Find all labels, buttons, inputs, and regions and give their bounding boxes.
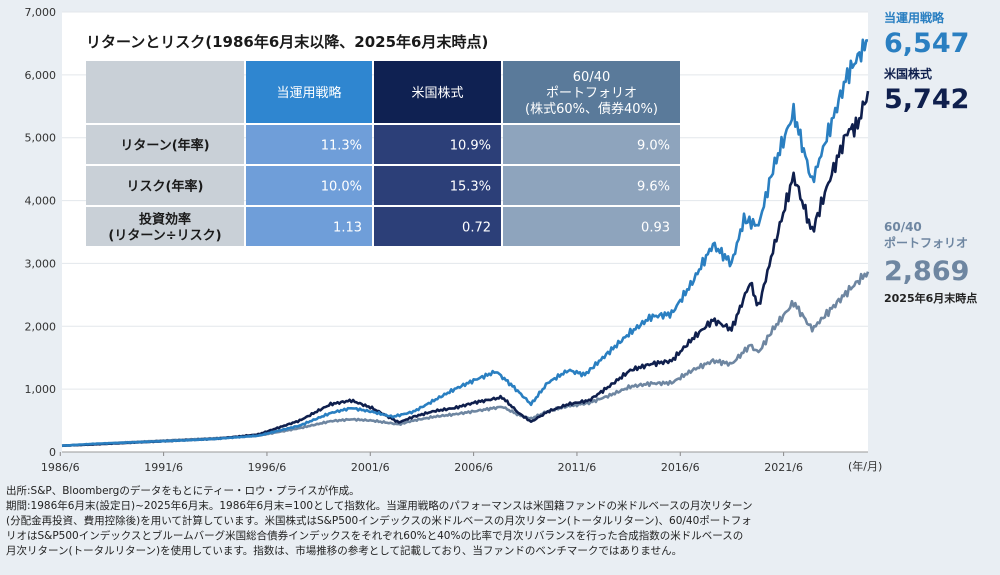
table-value: 9.6%: [637, 180, 670, 195]
footnote-line: (分配金再投資、費用控除後)を用いて計算しています。米国株式はS&P500インデ…: [6, 515, 752, 527]
table-header-cell: [374, 61, 501, 123]
callout-portfolio-note: 2025年6月末時点: [884, 291, 977, 305]
inset-title: リターンとリスク(1986年6月末以降、2025年6月末時点): [86, 33, 488, 51]
footnotes: 出所:S&P、Bloombergのデータをもとにティー・ロウ・プライスが作成。 …: [6, 484, 996, 559]
table-value-cell: [246, 125, 372, 164]
y-tick-label: 5,000: [25, 132, 57, 145]
x-tick-label: 1991/6: [144, 461, 183, 474]
table-value: 1.13: [333, 221, 362, 236]
x-axis-ticks: 1986/6 1991/6 1996/6 2001/6 2006/6 2011/6 2016…: [41, 451, 868, 474]
table-value-cell: [374, 125, 501, 164]
x-tick-label: 2021/6: [764, 461, 803, 474]
table-header-blank: [86, 61, 244, 123]
y-tick-label: 4,000: [25, 195, 57, 208]
table-value: 15.3%: [450, 180, 491, 195]
table-value: 0.72: [462, 221, 491, 236]
table-value: 9.0%: [637, 139, 670, 154]
table-row-label-cell: [86, 166, 244, 205]
table-header-text: (株式60%、債券40%): [525, 101, 658, 117]
callout-us-stock-name: 米国株式: [884, 66, 932, 81]
y-tick-label: 7,000: [25, 6, 57, 19]
callout-strategy-value: 6,547: [884, 28, 969, 59]
series-lines: [61, 38, 870, 448]
table-value-cell: [246, 166, 372, 205]
table-row-label: リターン(年率): [120, 138, 209, 154]
callout-portfolio-name-2: ポートフォリオ: [884, 235, 968, 250]
y-tick-label: 0: [49, 446, 56, 459]
table-header-cell: [503, 61, 680, 123]
table-value-cell: [503, 166, 680, 205]
table-header-text: 60/40: [573, 70, 610, 85]
y-tick-label: 3,000: [25, 257, 57, 270]
x-tick-label: 2006/6: [454, 461, 493, 474]
table-value: 11.3%: [321, 139, 362, 154]
footnote-line: 期間:1986年6月末(設定日)~2025年6月末。1986年6月末=100とし…: [6, 500, 753, 512]
x-unit-label: (年/月): [848, 459, 882, 473]
table-row-label: リスク(年率): [127, 179, 204, 195]
x-tick-label: 1996/6: [248, 461, 287, 474]
callout-us-stock-value: 5,742: [884, 84, 969, 115]
table-value: 0.93: [641, 221, 670, 236]
table-value-cell: [503, 125, 680, 164]
x-tick-label: 2001/6: [351, 461, 390, 474]
chart: 0 1,000 2,000 3,000 4,000 5,000 6,000 7,000 198…: [25, 6, 978, 474]
x-tick-label: 2016/6: [661, 461, 700, 474]
table-header-cell: [246, 61, 372, 123]
callout-portfolio-value: 2,869: [884, 256, 969, 287]
callout-portfolio-name-1: 60/40: [884, 220, 922, 234]
table-row-label: 投資効率: [139, 212, 191, 228]
y-axis-ticks: 0 1,000 2,000 3,000 4,000 5,000 6,000 7,000: [25, 6, 57, 459]
table-value-cell: [374, 166, 501, 205]
table-header-text: 当運用戦略: [276, 85, 341, 101]
series-line: [62, 38, 869, 447]
table-value: 10.0%: [321, 180, 362, 195]
table-row-label-cell: [86, 207, 244, 246]
x-tick-label: 1986/6: [41, 461, 80, 474]
y-tick-label: 1,000: [25, 383, 57, 396]
table-row-label: (リターン÷リスク): [108, 229, 221, 244]
x-tick-label: 2011/6: [558, 461, 597, 474]
footnote-line: リオはS&P500インデックスとブルームバーグ米国総合債券インデックスをそれぞれ…: [6, 530, 744, 542]
y-tick-label: 2,000: [25, 320, 57, 333]
table-header-text: ポートフォリオ: [546, 86, 637, 101]
y-tick-label: 6,000: [25, 69, 57, 82]
footnote-line: 月次リターン(トータルリターン)を使用しています。指数は、市場推移の参考として記…: [6, 545, 683, 557]
callout-strategy-name: 当運用戦略: [884, 10, 945, 25]
footnote-line: 出所:S&P、Bloombergのデータをもとにティー・ロウ・プライスが作成。: [6, 485, 360, 497]
table-header-text: 米国株式: [411, 86, 463, 101]
table-value-cell: [246, 207, 372, 246]
table-value: 10.9%: [450, 139, 491, 154]
table-value-cell: [374, 207, 501, 246]
table-value-cell: [503, 207, 680, 246]
table-row-label-cell: [86, 125, 244, 164]
